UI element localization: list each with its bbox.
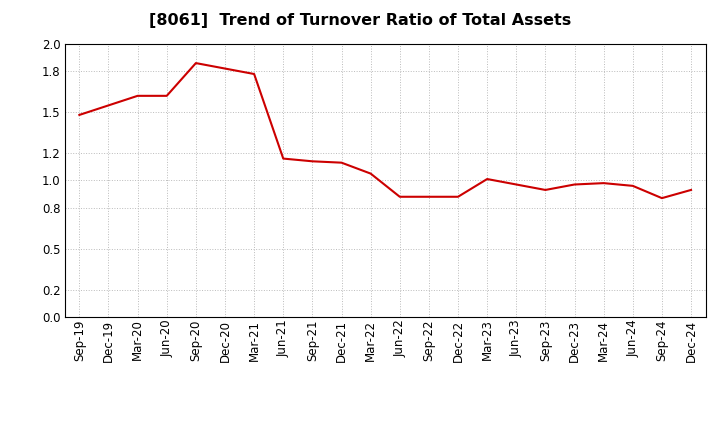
Text: [8061]  Trend of Turnover Ratio of Total Assets: [8061] Trend of Turnover Ratio of Total … bbox=[149, 13, 571, 28]
